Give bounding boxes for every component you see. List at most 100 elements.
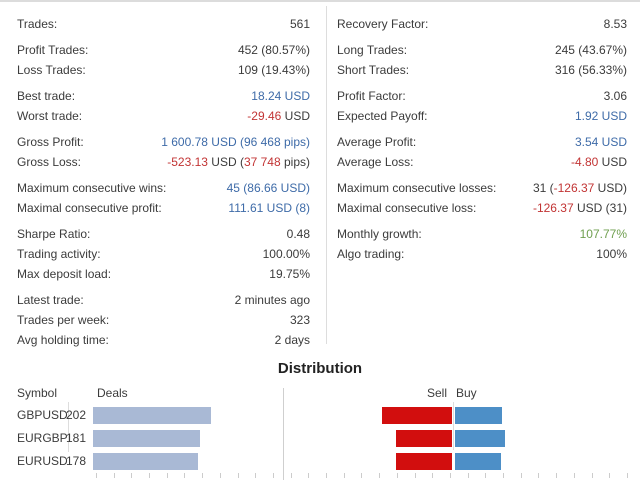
axis-tick <box>503 473 504 478</box>
axis-tick <box>96 473 97 478</box>
stat-row: Recovery Factor: 8.53 <box>337 14 627 34</box>
stat-value-part: 3.06 <box>603 89 627 103</box>
column-header-symbol: Symbol <box>17 386 58 400</box>
axis-tick <box>397 473 398 478</box>
stat-label: Recovery Factor: <box>337 17 429 31</box>
stat-value: 18.24 USD <box>251 86 310 106</box>
axis-tick <box>361 473 362 478</box>
stat-label: Worst trade: <box>17 109 83 123</box>
distribution-chart: Symbol Deals Sell Buy GBPUSD 202 EURGBP 181… <box>0 382 640 480</box>
stat-value: -29.46 USD <box>247 106 310 126</box>
stat-row: Trading activity: 100.00% <box>17 244 310 264</box>
stat-value-part: USD) <box>594 181 627 195</box>
stat-value-part: 19.75% <box>269 267 310 281</box>
axis-tick <box>556 473 557 478</box>
top-divider <box>0 0 640 2</box>
stat-value: 1.92 USD <box>575 106 627 126</box>
stat-value: 561 <box>290 14 310 34</box>
stat-label: Expected Payoff: <box>337 109 428 123</box>
sell-buy-axis-line <box>453 402 454 450</box>
stat-row: Maximal consecutive profit: 111.61 USD (8… <box>17 198 310 218</box>
axis-tick <box>468 473 469 478</box>
stat-label: Best trade: <box>17 89 76 103</box>
stat-value: 1 600.78 USD (96 468 pips) <box>161 132 310 152</box>
stat-value: 100% <box>596 244 627 264</box>
sell-bar <box>396 430 452 447</box>
stat-value-part: 3.54 USD <box>574 135 627 149</box>
stat-value-part: 323 <box>289 313 310 327</box>
stat-label: Trading activity: <box>17 247 101 261</box>
stat-value-part: 245 (43.67%) <box>554 43 627 57</box>
stats-panel: Trades: 561 Profit Trades: 452 (80.57%) Loss… <box>0 2 640 356</box>
stat-label: Maximum consecutive losses: <box>337 181 497 195</box>
deals-bar <box>93 407 211 424</box>
axis-tick <box>149 473 150 478</box>
stat-value-part: 109 (19.43%) <box>237 63 310 77</box>
stat-label: Average Loss: <box>337 155 414 169</box>
deals-bar <box>93 430 200 447</box>
deals-count: 202 <box>65 408 86 422</box>
stat-value-part: 107.77% <box>579 227 627 241</box>
stats-column-divider <box>326 6 327 344</box>
axis-tick <box>255 473 256 478</box>
stat-value: -523.13 USD (37 748 pips) <box>167 152 310 172</box>
axis-tick <box>273 473 274 478</box>
stat-value-part: 2 days <box>274 333 310 347</box>
axis-tick <box>485 473 486 478</box>
stat-row: Loss Trades: 109 (19.43%) <box>17 60 310 80</box>
stat-row: Maximum consecutive losses: 31 (-126.37 U… <box>337 178 627 198</box>
stats-column-right: Recovery Factor: 8.53 Long Trades: 245 (43.… <box>326 14 640 356</box>
stat-value: 452 (80.57%) <box>238 40 310 60</box>
stat-row: Latest trade: 2 minutes ago <box>17 290 310 310</box>
axis-tick <box>291 473 292 478</box>
stat-value-part: -29.46 <box>247 109 282 123</box>
stat-label: Avg holding time: <box>17 333 109 347</box>
stat-row: Long Trades: 245 (43.67%) <box>337 40 627 60</box>
buy-bar <box>455 430 505 447</box>
column-header-buy: Buy <box>456 386 477 400</box>
stat-label: Monthly growth: <box>337 227 422 241</box>
stat-value-part: -523.13 <box>167 155 208 169</box>
stat-label: Maximal consecutive profit: <box>17 201 162 215</box>
buy-bar <box>455 453 501 470</box>
stat-value: 109 (19.43%) <box>238 60 310 80</box>
stat-label: Max deposit load: <box>17 267 112 281</box>
stat-value-part: 31 ( <box>532 181 554 195</box>
axis-tick <box>238 473 239 478</box>
axis-tick <box>344 473 345 478</box>
stat-row: Monthly growth: 107.77% <box>337 224 627 244</box>
stat-row: Worst trade: -29.46 USD <box>17 106 310 126</box>
stat-row: Average Loss: -4.80 USD <box>337 152 627 172</box>
stat-label: Average Profit: <box>337 135 417 149</box>
stat-label: Sharpe Ratio: <box>17 227 91 241</box>
stat-row: Profit Trades: 452 (80.57%) <box>17 40 310 60</box>
stat-value-part: USD <box>281 109 310 123</box>
stat-label: Trades per week: <box>17 313 110 327</box>
stat-group: Monthly growth: 107.77% Algo trading: 100% <box>337 224 627 264</box>
stat-value-part: 8.53 <box>603 17 627 31</box>
stat-value-part: 452 (80.57%) <box>237 43 310 57</box>
stat-row: Trades per week: 323 <box>17 310 310 330</box>
axis-tick <box>450 473 451 478</box>
stat-row: Expected Payoff: 1.92 USD <box>337 106 627 126</box>
stat-value-part: 1 600.78 USD (96 468 pips) <box>161 135 310 149</box>
stat-label: Long Trades: <box>337 43 408 57</box>
stat-row: Gross Loss: -523.13 USD (37 748 pips) <box>17 152 310 172</box>
axis-tick <box>379 473 380 478</box>
axis-tick <box>131 473 132 478</box>
stat-value: 3.54 USD <box>575 132 627 152</box>
stat-group: Profit Factor: 3.06 Expected Payoff: 1.92 U… <box>337 86 627 126</box>
axis-tick <box>114 473 115 478</box>
stat-value-part: pips) <box>280 155 310 169</box>
stat-label: Trades: <box>17 17 58 31</box>
stat-value-part: -126.37 <box>532 201 574 215</box>
stat-row: Average Profit: 3.54 USD <box>337 132 627 152</box>
stat-row: Avg holding time: 2 days <box>17 330 310 350</box>
stat-value: 2 days <box>275 330 310 350</box>
stat-row: Maximum consecutive wins: 45 (86.66 USD) <box>17 178 310 198</box>
stat-value: 2 minutes ago <box>235 290 310 310</box>
axis-tick <box>202 473 203 478</box>
stat-row: Short Trades: 316 (56.33%) <box>337 60 627 80</box>
stat-group: Latest trade: 2 minutes ago Trades per wee… <box>17 290 310 350</box>
stat-value-part: 0.48 <box>286 227 310 241</box>
